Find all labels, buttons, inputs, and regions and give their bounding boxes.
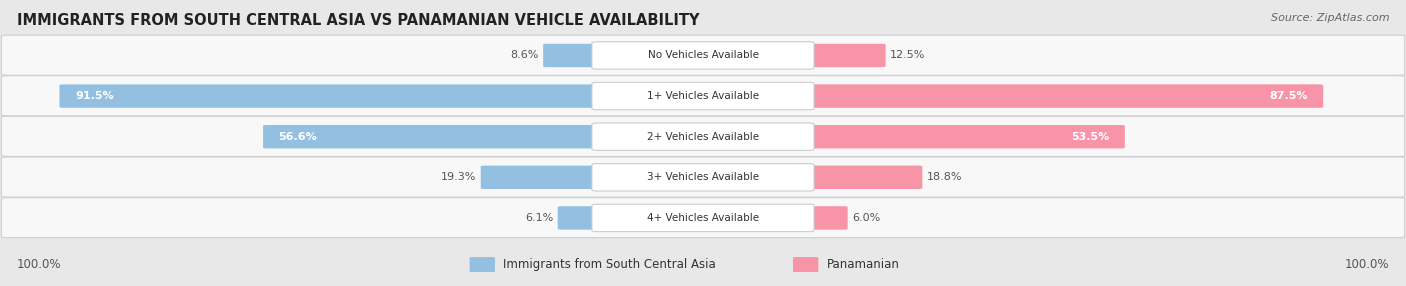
- FancyBboxPatch shape: [804, 84, 1323, 108]
- FancyBboxPatch shape: [592, 82, 814, 110]
- FancyBboxPatch shape: [804, 44, 886, 67]
- FancyBboxPatch shape: [804, 166, 922, 189]
- Text: No Vehicles Available: No Vehicles Available: [648, 51, 758, 60]
- Text: 12.5%: 12.5%: [890, 51, 925, 60]
- FancyBboxPatch shape: [1, 157, 1405, 197]
- FancyBboxPatch shape: [592, 164, 814, 191]
- Text: Immigrants from South Central Asia: Immigrants from South Central Asia: [503, 258, 716, 271]
- Text: 3+ Vehicles Available: 3+ Vehicles Available: [647, 172, 759, 182]
- Text: 87.5%: 87.5%: [1270, 91, 1308, 101]
- FancyBboxPatch shape: [804, 206, 848, 230]
- Text: 100.0%: 100.0%: [1344, 258, 1389, 271]
- FancyBboxPatch shape: [59, 84, 602, 108]
- Text: 8.6%: 8.6%: [510, 51, 538, 60]
- FancyBboxPatch shape: [1, 116, 1405, 156]
- FancyBboxPatch shape: [804, 125, 1125, 148]
- FancyBboxPatch shape: [1, 198, 1405, 238]
- FancyBboxPatch shape: [558, 206, 602, 230]
- FancyBboxPatch shape: [592, 42, 814, 69]
- FancyBboxPatch shape: [263, 125, 602, 148]
- Text: 4+ Vehicles Available: 4+ Vehicles Available: [647, 213, 759, 223]
- Text: 100.0%: 100.0%: [17, 258, 62, 271]
- FancyBboxPatch shape: [470, 257, 495, 272]
- FancyBboxPatch shape: [793, 257, 818, 272]
- Text: 19.3%: 19.3%: [441, 172, 477, 182]
- Text: 53.5%: 53.5%: [1071, 132, 1109, 142]
- Text: Source: ZipAtlas.com: Source: ZipAtlas.com: [1271, 13, 1389, 23]
- FancyBboxPatch shape: [543, 44, 602, 67]
- Text: 2+ Vehicles Available: 2+ Vehicles Available: [647, 132, 759, 142]
- Text: 56.6%: 56.6%: [278, 132, 318, 142]
- Text: Panamanian: Panamanian: [827, 258, 900, 271]
- FancyBboxPatch shape: [592, 123, 814, 150]
- Text: 91.5%: 91.5%: [75, 91, 114, 101]
- FancyBboxPatch shape: [1, 76, 1405, 116]
- FancyBboxPatch shape: [481, 166, 602, 189]
- Text: 18.8%: 18.8%: [927, 172, 962, 182]
- Text: IMMIGRANTS FROM SOUTH CENTRAL ASIA VS PANAMANIAN VEHICLE AVAILABILITY: IMMIGRANTS FROM SOUTH CENTRAL ASIA VS PA…: [17, 13, 699, 28]
- Text: 6.1%: 6.1%: [526, 213, 554, 223]
- FancyBboxPatch shape: [1, 35, 1405, 75]
- Text: 1+ Vehicles Available: 1+ Vehicles Available: [647, 91, 759, 101]
- Text: 6.0%: 6.0%: [852, 213, 880, 223]
- FancyBboxPatch shape: [592, 204, 814, 232]
